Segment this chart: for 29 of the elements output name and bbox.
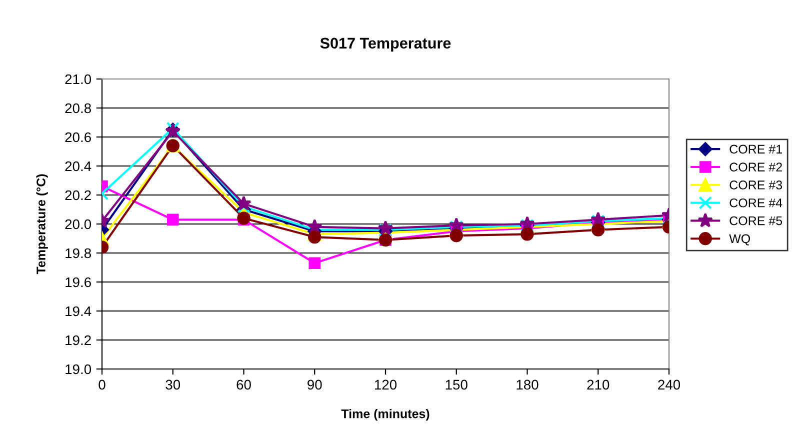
x-tick-label: 60	[236, 380, 251, 390]
x-tick-label: 90	[308, 380, 322, 390]
y-tick-label: 20.2	[65, 190, 91, 200]
y-tick-label: 20.0	[65, 219, 92, 230]
y-tick-label: 20.6	[65, 132, 91, 142]
y-tick-label: 20.4	[65, 161, 92, 172]
x-tick-label: 150	[446, 380, 468, 390]
legend-label: WQ	[729, 234, 750, 246]
y-tick-label: 21.0	[65, 74, 92, 84]
y-tick-label: 19.6	[66, 277, 91, 288]
y-axis-title: Temperature (°C)	[36, 174, 48, 274]
x-tick-label: 30	[166, 380, 180, 390]
y-tick-label: 20.8	[65, 103, 91, 114]
legend-label: CORE #4	[730, 198, 782, 208]
chart-title: S017 Temperature	[320, 38, 451, 52]
y-tick-label: 19.4	[66, 306, 92, 316]
y-tick-label: 19.2	[66, 335, 91, 346]
x-tick-label: 240	[658, 380, 680, 390]
legend-label: CORE #5	[730, 216, 782, 226]
legend-label: CORE #2	[730, 162, 782, 172]
legend-label: CORE #1	[730, 144, 782, 154]
x-tick-label: 210	[587, 380, 610, 390]
x-axis-title: Time (minutes)	[341, 409, 430, 421]
x-tick-label: 120	[374, 380, 397, 390]
legend-label: CORE #3	[730, 180, 782, 190]
y-tick-label: 19.8	[66, 248, 91, 258]
y-tick-label: 19.0	[66, 364, 92, 374]
x-tick-label: 180	[516, 380, 538, 390]
x-tick-label: 0	[98, 380, 106, 390]
